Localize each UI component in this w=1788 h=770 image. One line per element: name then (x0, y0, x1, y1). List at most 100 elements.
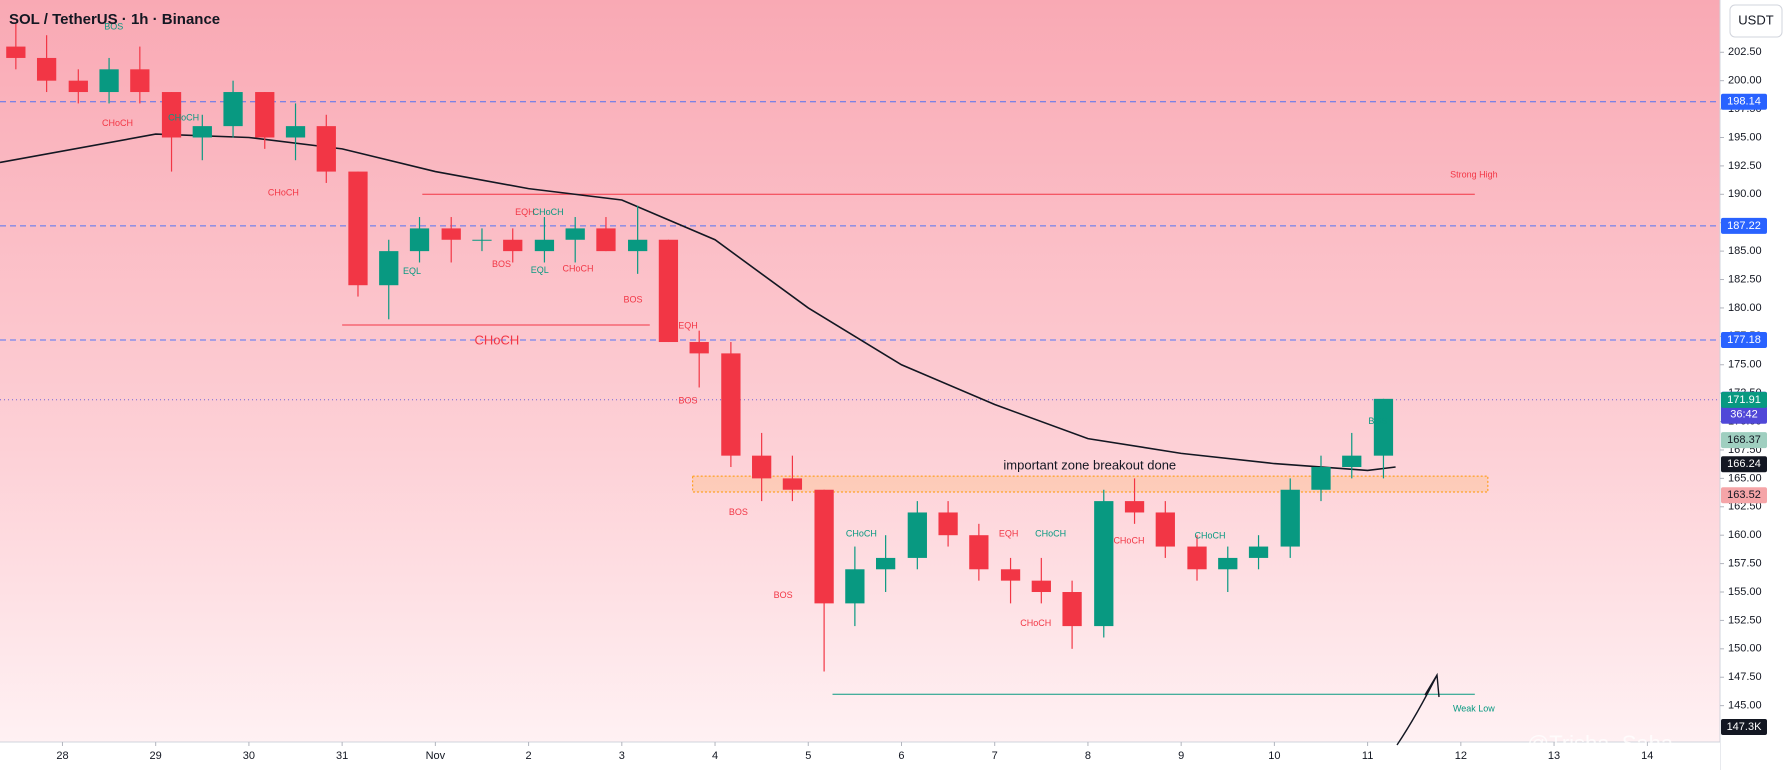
candle-body (876, 557, 896, 570)
candle-body (938, 512, 958, 536)
candle-body (379, 251, 399, 286)
price-label-box (1721, 391, 1767, 408)
annotation: BOS (774, 590, 793, 600)
candle-body (969, 535, 989, 570)
annotation: CHoCH (533, 207, 564, 217)
candle-body (1311, 467, 1331, 490)
annotation: Weak Low (1453, 703, 1495, 713)
plot-background (0, 0, 1720, 742)
y-tick-label: 195.00 (1728, 131, 1762, 143)
annotation: CHoCH (268, 188, 299, 198)
x-tick-label: 3 (619, 750, 625, 762)
candle-body (1124, 501, 1145, 513)
time-axis-background (0, 742, 1720, 770)
annotation: EQL (531, 265, 549, 275)
price-label: 187.22 (1727, 220, 1761, 232)
y-tick-label: 150.00 (1728, 643, 1762, 655)
x-tick-label: 12 (1455, 750, 1467, 762)
candle-body (565, 228, 585, 240)
annotation: EQH (999, 528, 1019, 538)
annotation: CHoCH (102, 118, 133, 128)
candle-body (752, 455, 772, 479)
candle-body (255, 92, 275, 138)
y-tick-label: 145.00 (1728, 700, 1762, 712)
candle-body (721, 353, 741, 456)
annotation: CHoCH (168, 113, 199, 123)
x-tick-label: 8 (1085, 750, 1091, 762)
candle-body (1031, 580, 1051, 593)
price-label-box (1721, 331, 1767, 348)
y-tick-label: 147.50 (1728, 671, 1762, 683)
countdown: 36:42 (1730, 409, 1758, 421)
annotation: BOS (678, 395, 697, 405)
candle-body (472, 239, 492, 241)
candle-body (1062, 592, 1082, 627)
y-tick-label: 200.00 (1728, 75, 1762, 87)
annotation: Strong High (1450, 169, 1498, 179)
x-tick-label: 31 (336, 750, 348, 762)
y-tick-label: 175.00 (1728, 359, 1762, 371)
annotation: CHoCH (1195, 531, 1226, 541)
x-tick-label: 9 (1178, 750, 1184, 762)
zone (692, 475, 1489, 493)
candle-body (658, 239, 679, 343)
candle-body (1218, 557, 1238, 570)
price-label-box (1721, 456, 1767, 473)
candle-body (689, 342, 709, 354)
candle-body (130, 69, 150, 93)
candle-body (596, 228, 616, 252)
candle-body (534, 239, 555, 252)
y-tick-label: 190.00 (1728, 188, 1762, 200)
currency-button[interactable] (1729, 4, 1783, 38)
x-tick-label: 11 (1362, 750, 1373, 762)
y-tick-label: 185.00 (1728, 245, 1762, 257)
candle-body (99, 69, 119, 93)
y-tick-label: 157.50 (1728, 558, 1762, 570)
candle-body (6, 46, 26, 58)
y-tick-label: 152.50 (1728, 614, 1762, 626)
currency-label[interactable]: USDT (1738, 12, 1773, 27)
y-tick-label: 160.00 (1728, 529, 1762, 541)
candle-body (1342, 455, 1362, 468)
price-label: 198.14 (1727, 96, 1761, 108)
volume-label: 147.3K (1727, 721, 1763, 733)
annotation: BOS (729, 507, 748, 517)
annotation: CHoCH (1113, 535, 1144, 545)
annotation: CHoCH (846, 528, 877, 538)
price-label: 166.24 (1727, 458, 1761, 470)
y-tick-label: 155.00 (1728, 586, 1762, 598)
candle-body (161, 92, 182, 138)
candle-body (1373, 398, 1394, 456)
candle-body (192, 126, 212, 138)
x-tick-label: 6 (898, 750, 904, 762)
price-label: 163.52 (1727, 489, 1761, 501)
candle-body (285, 126, 306, 138)
x-tick-label: 30 (243, 750, 255, 762)
candle-body (1155, 512, 1175, 547)
price-label: 168.37 (1727, 434, 1761, 446)
x-tick-label: 28 (56, 750, 68, 762)
annotation: BOS (1368, 416, 1387, 426)
candle-body (1000, 569, 1021, 581)
watermark: @Trisha_Saha (1527, 731, 1674, 756)
annotation: CHoCH (562, 264, 593, 274)
price-label-box (1721, 432, 1767, 449)
candle-body (1248, 546, 1269, 558)
candle-body (36, 57, 57, 81)
candle-body (628, 239, 648, 252)
candle-body (907, 512, 927, 558)
annotation: important zone breakout done (1003, 457, 1176, 472)
candle-body (845, 569, 865, 604)
annotation: EQH (515, 207, 535, 217)
price-label-box (1721, 217, 1767, 234)
y-tick-label: 165.00 (1728, 472, 1762, 484)
x-tick-label: 2 (526, 750, 532, 762)
annotation: CHoCH (1035, 528, 1066, 538)
price-axis-background (1720, 0, 1788, 770)
sketch-arrow (1396, 672, 1440, 746)
candle-body (68, 80, 88, 93)
volume-label-box (1721, 719, 1767, 735)
candle-body (782, 478, 803, 490)
x-tick-label: 4 (712, 750, 718, 762)
